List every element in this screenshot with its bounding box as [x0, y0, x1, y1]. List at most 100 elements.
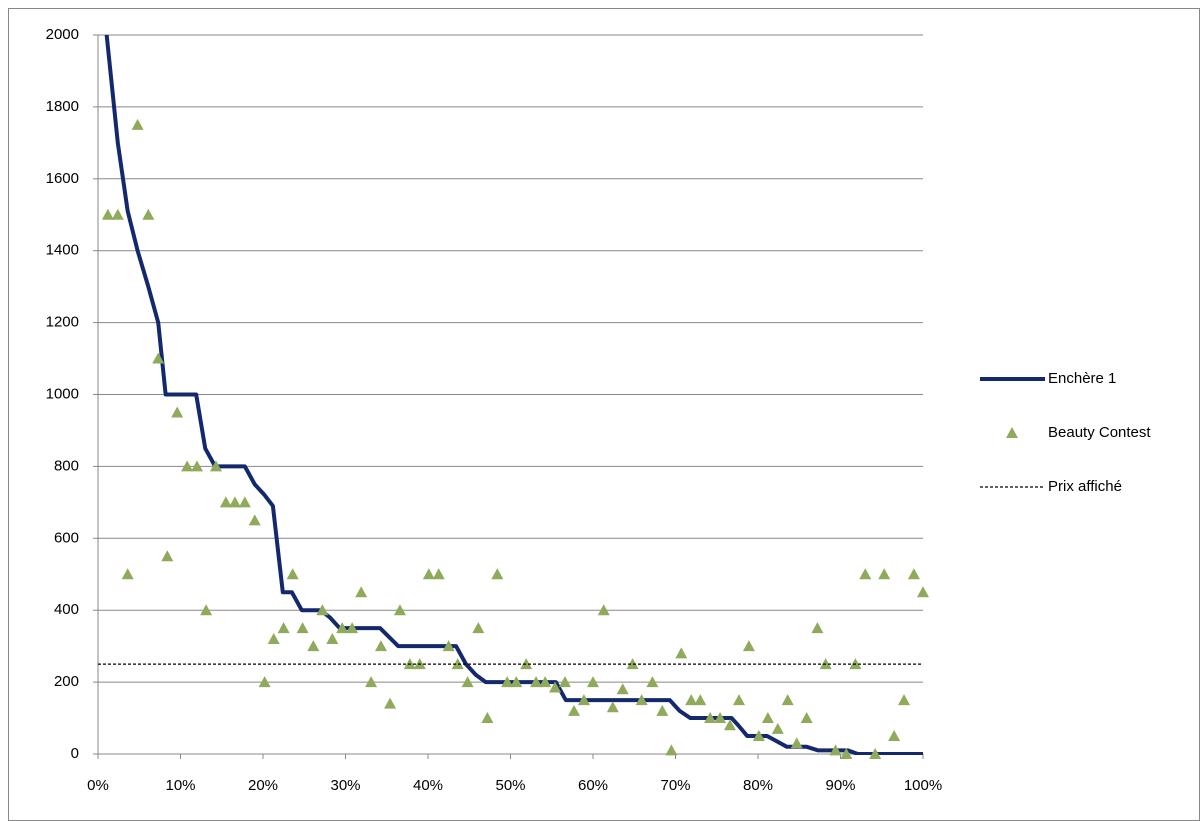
scatter-point — [161, 550, 174, 562]
x-tick-label: 10% — [165, 777, 195, 794]
scatter-point — [829, 744, 842, 756]
scatter-point — [577, 694, 590, 706]
scatter-point — [152, 352, 165, 364]
scatter-point — [781, 694, 794, 706]
scatter-point — [869, 748, 882, 759]
scatter-point — [771, 722, 784, 734]
y-tick-label: 1200 — [46, 314, 79, 331]
scatter-point — [228, 496, 241, 508]
x-tick-label: 30% — [330, 777, 360, 794]
legend-swatch — [1006, 427, 1018, 438]
scatter-point — [790, 737, 803, 749]
scatter-point — [646, 676, 659, 688]
scatter-point — [121, 568, 134, 580]
scatter-point — [326, 632, 339, 644]
scatter-point — [675, 647, 688, 659]
scatter-point — [365, 676, 378, 688]
scatter-point — [219, 496, 232, 508]
x-tick-label: 60% — [578, 777, 608, 794]
scatter-point — [200, 604, 213, 616]
scatter-point — [374, 640, 387, 652]
scatter-point — [616, 683, 629, 695]
scatter-point — [238, 496, 251, 508]
scatter-point — [209, 460, 222, 472]
scatter-point — [296, 622, 309, 634]
scatter-point — [101, 208, 114, 220]
scatter-point — [714, 712, 727, 724]
scatter-point — [888, 730, 901, 742]
y-tick-label: 1000 — [46, 385, 79, 402]
scatter-point — [800, 712, 813, 724]
scatter-point — [451, 658, 464, 670]
scatter-point — [286, 568, 299, 580]
y-tick-label: 200 — [54, 673, 79, 690]
scatter-point — [704, 712, 717, 724]
scatter-point — [346, 622, 359, 634]
y-tick-label: 1600 — [46, 170, 79, 187]
x-tick-label: 0% — [87, 777, 109, 794]
scatter-point — [606, 701, 619, 713]
legend-label: Beauty Contest — [1048, 424, 1151, 441]
x-tick-label: 40% — [413, 777, 443, 794]
y-tick-label: 800 — [54, 457, 79, 474]
scatter-point — [267, 632, 280, 644]
legend-label: Enchère 1 — [1048, 370, 1116, 387]
scatter-point — [549, 681, 562, 693]
scatter-point — [742, 640, 755, 652]
scatter-point — [355, 586, 368, 598]
scatter-point — [859, 568, 872, 580]
y-tick-label: 400 — [54, 601, 79, 618]
y-tick-label: 1800 — [46, 98, 79, 115]
scatter-point — [248, 514, 261, 526]
scatter-point — [917, 586, 929, 598]
scatter-point — [501, 676, 514, 688]
y-tick-label: 1400 — [46, 242, 79, 259]
scatter-point — [432, 568, 445, 580]
x-tick-label: 70% — [660, 777, 690, 794]
scatter-point — [568, 704, 581, 716]
scatter-point — [685, 694, 698, 706]
scatter-point — [277, 622, 290, 634]
scatter-point — [461, 676, 474, 688]
y-tick-label: 2000 — [46, 26, 79, 43]
scatter-point — [907, 568, 920, 580]
legend-label: Prix affiché — [1048, 478, 1122, 495]
x-tick-label: 50% — [495, 777, 525, 794]
scatter-point — [142, 208, 155, 220]
x-tick-label: 90% — [825, 777, 855, 794]
scatter-point — [307, 640, 320, 652]
scatter-point — [811, 622, 824, 634]
scatter-point — [520, 658, 533, 670]
scatter-point — [558, 676, 571, 688]
scatter-point — [336, 622, 349, 634]
scatter-point — [316, 604, 329, 616]
scatter-point — [665, 744, 678, 756]
scatter-point — [694, 694, 707, 706]
scatter-point — [597, 604, 610, 616]
scatter-point — [626, 658, 639, 670]
scatter-point — [530, 676, 543, 688]
scatter-point — [472, 622, 485, 634]
scatter-point — [840, 748, 853, 759]
scatter-point — [181, 460, 194, 472]
scatter-point — [131, 118, 144, 130]
scatter-point — [733, 694, 746, 706]
scatter-point — [878, 568, 891, 580]
x-tick-label: 100% — [904, 777, 942, 794]
scatter-point — [539, 676, 552, 688]
scatter-point — [752, 730, 765, 742]
scatter-point — [510, 676, 523, 688]
scatter-point — [191, 460, 203, 472]
y-tick-label: 0 — [71, 745, 79, 762]
line-series — [104, 35, 923, 755]
scatter-point — [422, 568, 435, 580]
scatter-point — [171, 406, 184, 418]
x-tick-label: 80% — [743, 777, 773, 794]
scatter-point — [481, 712, 494, 724]
scatter-point — [656, 704, 669, 716]
y-tick-label: 600 — [54, 529, 79, 546]
scatter-point — [761, 712, 774, 724]
scatter-point — [393, 604, 406, 616]
scatter-point — [111, 208, 124, 220]
